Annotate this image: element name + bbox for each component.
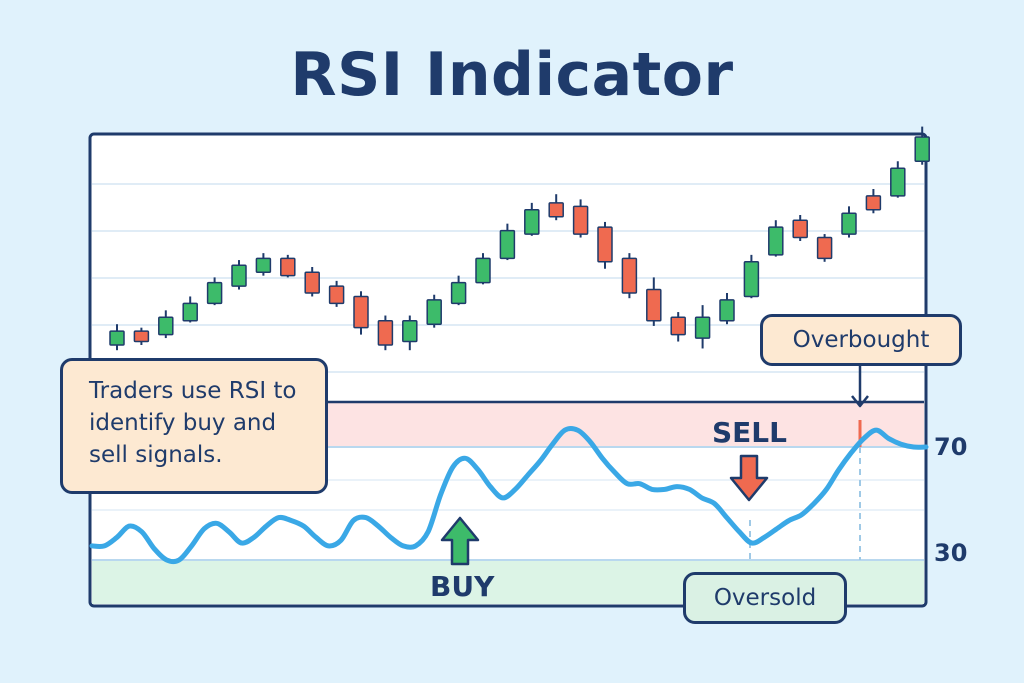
candle-body (426, 299, 442, 325)
candlestick (914, 126, 930, 165)
sell-arrow-icon (729, 454, 769, 502)
candle-body (109, 330, 125, 346)
buy-arrow-icon (440, 516, 480, 566)
candlestick (572, 199, 589, 238)
candle-body (548, 202, 564, 218)
sell-label: SELL (712, 416, 787, 449)
candlestick (597, 221, 613, 269)
candle-body (694, 316, 711, 339)
candle-body (255, 257, 272, 273)
candle-body (646, 288, 662, 322)
candlestick (743, 254, 760, 299)
candle-body (768, 226, 784, 256)
overbought-pointer-arrow-icon (851, 395, 869, 408)
candlestick (182, 296, 198, 323)
candlestick (621, 253, 638, 299)
candle-body (158, 316, 174, 336)
candle-body (890, 167, 906, 197)
candlestick (377, 315, 394, 351)
candlestick (548, 194, 564, 221)
candlestick (768, 220, 784, 257)
candle-body (719, 299, 735, 322)
candle-body (402, 319, 418, 343)
candlestick (158, 310, 174, 339)
level-30-label: 30 (934, 539, 968, 567)
candlestick (109, 324, 125, 351)
candlesticks (109, 126, 930, 351)
candle-body (353, 295, 369, 329)
candle-body (597, 226, 613, 263)
buy-label: BUY (430, 570, 495, 603)
candlestick (133, 327, 150, 345)
candle-body (475, 257, 491, 284)
level-70-label: 70 (934, 433, 968, 461)
rsi-line (89, 425, 929, 565)
note-callout: Traders use RSI to identify buy and sell… (60, 358, 328, 494)
candlestick (865, 189, 882, 214)
candle-body (743, 261, 760, 298)
candlestick (231, 260, 247, 290)
candle-body (792, 219, 808, 239)
candlestick (402, 315, 418, 351)
candle-body (231, 264, 247, 287)
candlestick (206, 277, 223, 306)
candle-body (841, 212, 857, 235)
candlestick (524, 202, 540, 236)
oversold-callout: Oversold (683, 572, 847, 624)
candlestick (255, 253, 272, 276)
candle-body (377, 319, 394, 346)
candle-body (670, 316, 686, 336)
candlestick (816, 234, 833, 262)
candlestick (426, 294, 442, 328)
candle-body (524, 209, 540, 235)
candle-body (499, 229, 516, 260)
candlestick (499, 223, 516, 261)
candlestick (475, 253, 491, 285)
candlestick (841, 206, 857, 238)
candle-body (816, 236, 833, 260)
candlestick (353, 291, 369, 335)
candle-body (865, 195, 882, 211)
candle-body (133, 330, 150, 343)
candlestick (304, 267, 320, 297)
candlestick (646, 277, 662, 326)
candlestick (890, 161, 906, 198)
overbought-callout: Overbought (760, 314, 962, 366)
candle-body (572, 205, 589, 235)
page-title: RSI Indicator (290, 40, 734, 110)
candle-body (304, 271, 320, 294)
candle-body (621, 257, 638, 294)
candle-body (280, 257, 296, 277)
signal-arrows (440, 366, 869, 566)
candle-body (914, 136, 930, 163)
candle-body (182, 302, 198, 322)
candle-body (450, 281, 467, 305)
candlestick (280, 254, 296, 278)
candlestick (792, 215, 808, 241)
candlestick (450, 275, 467, 306)
candle-body (206, 281, 223, 305)
candlestick (328, 280, 345, 307)
candle-body (328, 285, 345, 305)
candlestick (670, 312, 686, 342)
candlestick (694, 305, 711, 349)
candlestick (719, 293, 735, 325)
